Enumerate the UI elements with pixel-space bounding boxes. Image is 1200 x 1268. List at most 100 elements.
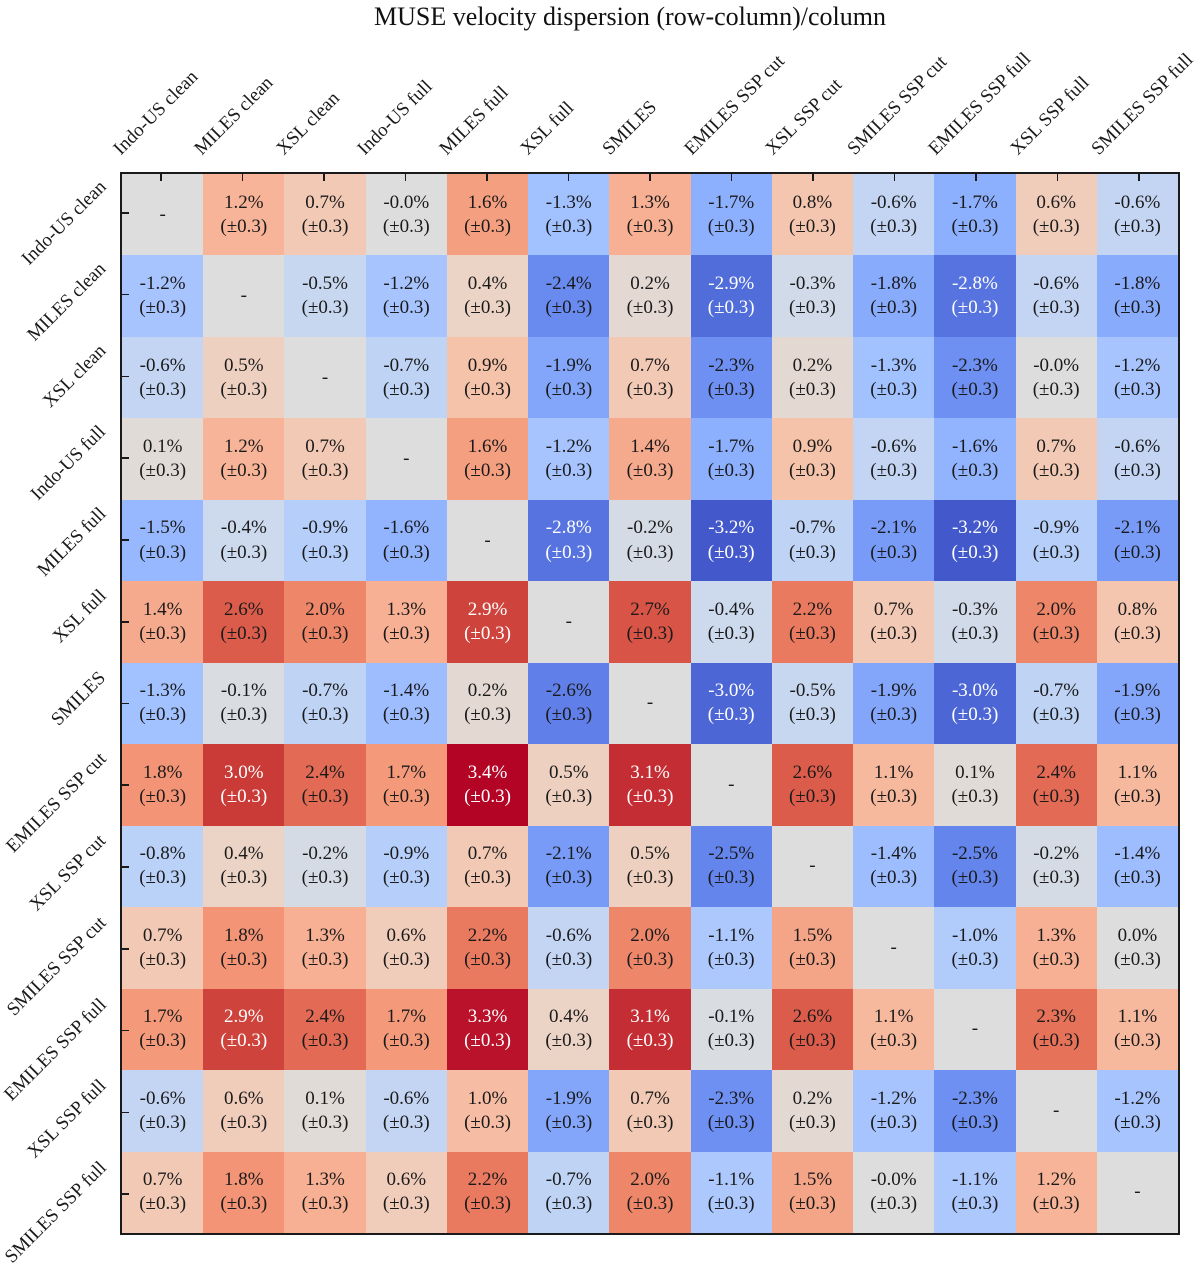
heatmap-cell: - bbox=[771, 825, 854, 908]
cell-uncertainty: (±0.3) bbox=[139, 297, 187, 319]
cell-value: -0.7% bbox=[383, 354, 430, 376]
heatmap-cell: 3.4% (±0.3) bbox=[446, 744, 529, 826]
cell-uncertainty: (±0.3) bbox=[789, 378, 836, 400]
cell-uncertainty: (±0.3) bbox=[382, 623, 430, 645]
cell-uncertainty: (±0.3) bbox=[626, 541, 674, 563]
heatmap-cell: 1.6% (±0.3) bbox=[446, 174, 529, 256]
cell-uncertainty: (±0.3) bbox=[220, 623, 268, 645]
heatmap-cell: -0.9% (±0.3) bbox=[284, 499, 366, 582]
left-tick bbox=[122, 1111, 129, 1114]
cell-uncertainty: (±0.3) bbox=[789, 1111, 836, 1133]
row-label: XSL SSP full bbox=[23, 1075, 111, 1163]
heatmap-cell: 1.4% (±0.3) bbox=[609, 418, 691, 500]
cell-uncertainty: (±0.3) bbox=[707, 623, 755, 645]
cell-uncertainty: (±0.3) bbox=[1032, 948, 1080, 970]
heatmap-cell: 2.0% (±0.3) bbox=[1015, 581, 1097, 663]
heatmap-cell: -0.6% (±0.3) bbox=[528, 907, 610, 989]
heatmap-cell: -1.5% (±0.3) bbox=[122, 499, 204, 582]
cell-value: 1.3% bbox=[386, 598, 427, 620]
heatmap-cell: 1.2% (±0.3) bbox=[203, 418, 285, 500]
row-label: Indo-US clean bbox=[17, 176, 111, 270]
top-tick bbox=[486, 174, 488, 181]
cell-value: 0.1% bbox=[955, 761, 995, 783]
heatmap-cell: -1.4% (±0.3) bbox=[1096, 825, 1178, 908]
cell-uncertainty: (±0.3) bbox=[139, 1193, 187, 1215]
heatmap-cell: -0.7% (±0.3) bbox=[771, 499, 854, 582]
heatmap-cell: 0.2% (±0.3) bbox=[446, 662, 529, 745]
cell-uncertainty: (±0.3) bbox=[139, 378, 187, 400]
cell-uncertainty: (±0.3) bbox=[951, 215, 999, 237]
heatmap-cell: 1.3% (±0.3) bbox=[609, 174, 691, 256]
heatmap-grid: -1.2% (±0.3) 0.7% (±0.3) -0.0% (±0.3) 1.6% (±0.… bbox=[120, 172, 1180, 1235]
cell-value: -1.4% bbox=[383, 680, 430, 702]
cell-uncertainty: (±0.3) bbox=[464, 948, 511, 970]
cell-uncertainty: (±0.3) bbox=[301, 1193, 349, 1215]
cell-uncertainty: (±0.3) bbox=[139, 867, 187, 889]
heatmap-cell: -1.1% (±0.3) bbox=[690, 907, 772, 989]
cell-value: -1.6% bbox=[951, 435, 998, 457]
cell-value: 0.2% bbox=[792, 1087, 833, 1109]
heatmap-cell: - bbox=[122, 174, 204, 256]
heatmap-cell: -3.2% (±0.3) bbox=[690, 499, 772, 582]
cell-uncertainty: (±0.3) bbox=[1113, 623, 1161, 645]
diagonal-dash: - bbox=[484, 529, 491, 551]
cell-uncertainty: (±0.3) bbox=[220, 704, 268, 726]
cell-value: 2.0% bbox=[305, 598, 345, 620]
cell-uncertainty: (±0.3) bbox=[382, 948, 430, 970]
cell-uncertainty: (±0.3) bbox=[464, 378, 511, 400]
cell-value: 2.0% bbox=[630, 924, 670, 946]
cell-value: 0.7% bbox=[142, 1169, 183, 1191]
cell-uncertainty: (±0.3) bbox=[870, 785, 918, 807]
heatmap-cell: -1.0% (±0.3) bbox=[934, 907, 1016, 989]
cell-value: -0.6% bbox=[1033, 273, 1080, 295]
heatmap-cell: 0.7% (±0.3) bbox=[122, 907, 204, 989]
cell-uncertainty: (±0.3) bbox=[301, 1111, 349, 1133]
cell-value: -1.1% bbox=[951, 1169, 998, 1191]
cell-uncertainty: (±0.3) bbox=[545, 704, 593, 726]
cell-uncertainty: (±0.3) bbox=[1032, 704, 1080, 726]
cell-value: 1.3% bbox=[630, 191, 670, 213]
heatmap-cell: -2.4% (±0.3) bbox=[528, 255, 610, 337]
cell-value: -0.2% bbox=[1033, 843, 1080, 865]
heatmap-cell: 1.0% (±0.3) bbox=[446, 1070, 529, 1152]
heatmap-cell: -0.0% (±0.3) bbox=[1015, 336, 1097, 419]
cell-value: -2.6% bbox=[545, 680, 592, 702]
cell-value: -2.5% bbox=[708, 843, 755, 865]
cell-value: -1.9% bbox=[545, 1087, 592, 1109]
cell-uncertainty: (±0.3) bbox=[464, 623, 511, 645]
cell-value: -1.9% bbox=[1114, 680, 1161, 702]
cell-uncertainty: (±0.3) bbox=[707, 704, 755, 726]
cell-uncertainty: (±0.3) bbox=[220, 460, 268, 482]
cell-value: -0.0% bbox=[1033, 354, 1080, 376]
cell-uncertainty: (±0.3) bbox=[464, 215, 511, 237]
heatmap-cell: 0.8% (±0.3) bbox=[1096, 581, 1178, 663]
heatmap-cell: -0.2% (±0.3) bbox=[609, 499, 691, 582]
cell-value: -0.3% bbox=[951, 598, 998, 620]
cell-value: -0.1% bbox=[220, 680, 267, 702]
cell-uncertainty: (±0.3) bbox=[870, 297, 918, 319]
cell-value: -2.9% bbox=[708, 273, 755, 295]
cell-value: 1.5% bbox=[792, 924, 833, 946]
top-tick bbox=[241, 174, 244, 181]
left-tick bbox=[122, 457, 129, 459]
heatmap-cell: 0.2% (±0.3) bbox=[771, 336, 854, 419]
heatmap-cell: -1.2% (±0.3) bbox=[528, 418, 610, 500]
cell-uncertainty: (±0.3) bbox=[545, 1111, 593, 1133]
heatmap-cell: -2.1% (±0.3) bbox=[528, 825, 610, 908]
heatmap-cell: -0.2% (±0.3) bbox=[284, 825, 366, 908]
cell-value: 1.2% bbox=[224, 435, 264, 457]
cell-value: -0.9% bbox=[302, 517, 349, 539]
heatmap-cell: 0.6% (±0.3) bbox=[203, 1070, 285, 1152]
heatmap-cell: -1.4% (±0.3) bbox=[365, 662, 447, 745]
cell-value: 0.6% bbox=[224, 1087, 264, 1109]
heatmap-cell: -2.5% (±0.3) bbox=[690, 825, 772, 908]
heatmap-cell: 0.6% (±0.3) bbox=[365, 907, 447, 989]
cell-uncertainty: (±0.3) bbox=[382, 785, 430, 807]
cell-uncertainty: (±0.3) bbox=[545, 1193, 593, 1215]
heatmap-cell: -2.3% (±0.3) bbox=[934, 336, 1016, 419]
cell-value: -1.2% bbox=[1114, 354, 1161, 376]
cell-value: -3.0% bbox=[708, 680, 755, 702]
heatmap-cell: -0.7% (±0.3) bbox=[528, 1151, 610, 1233]
cell-value: -1.7% bbox=[708, 191, 755, 213]
column-label: Indo-US clean bbox=[109, 66, 203, 160]
